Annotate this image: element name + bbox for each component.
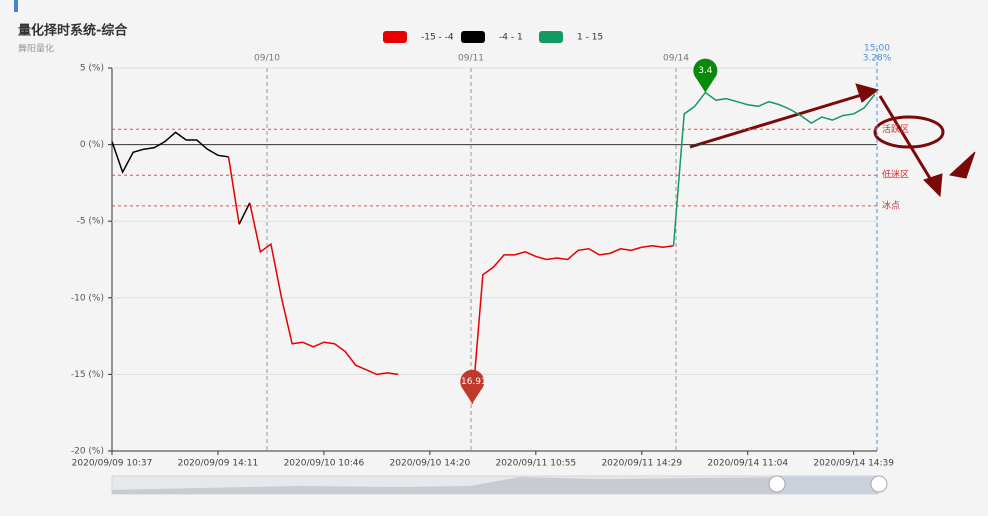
line-segment (227, 156, 240, 225)
pin (460, 369, 485, 404)
y-tick-label: -15 (%) (71, 370, 104, 380)
pin (693, 58, 718, 93)
x-tick-label: 2020/09/10 10:46 (284, 459, 365, 469)
line-segment (249, 202, 399, 376)
line-segment (111, 131, 229, 175)
legend-swatch (461, 31, 485, 43)
zoom-window[interactable] (780, 476, 878, 494)
day-label: 09/11 (458, 54, 484, 64)
mark-line-label: 活跃区 (882, 123, 909, 135)
y-tick-label: -10 (%) (71, 293, 104, 303)
end-label: 3.28% (863, 54, 892, 64)
legend-label: -4 - 1 (499, 33, 523, 43)
line-segment (672, 91, 876, 246)
legend-swatch (539, 31, 563, 43)
day-label: 09/10 (254, 54, 280, 64)
x-tick-label: 2020/09/10 14:20 (390, 459, 471, 469)
zoom-preview (112, 477, 878, 494)
x-tick-label: 2020/09/11 14:29 (601, 459, 682, 469)
chart-title: 量化择时系统-综合 (18, 23, 128, 39)
mark-line-label: 冰点 (882, 199, 900, 211)
mark-line-label: 低迷区 (882, 169, 909, 181)
line-segment (471, 244, 674, 404)
y-tick-label: 0 (%) (80, 140, 104, 150)
y-tick-label: 5 (%) (80, 64, 104, 74)
legend-swatch (383, 31, 407, 43)
accent-bar (14, 0, 18, 12)
chart-subtitle: 舞阳量化 (18, 43, 54, 55)
day-label: 09/14 (663, 54, 689, 64)
pin-label: 3.4 (698, 66, 713, 76)
x-tick-label: 2020/09/14 14:39 (813, 459, 894, 469)
pin-label: -16.91 (458, 377, 487, 387)
end-time: 15:00 (864, 44, 890, 54)
annotation (689, 83, 976, 198)
zoom-handle[interactable] (768, 475, 786, 493)
x-tick-label: 2020/09/09 14:11 (178, 459, 259, 469)
y-tick-label: -20 (%) (71, 447, 104, 457)
legend-label: 1 - 15 (577, 33, 603, 43)
x-tick-label: 2020/09/11 10:55 (495, 459, 576, 469)
zoom-handle[interactable] (870, 475, 888, 493)
x-tick-label: 2020/09/14 11:04 (707, 459, 788, 469)
x-tick-label: 2020/09/09 10:37 (72, 459, 153, 469)
legend-label: -15 - -4 (421, 33, 454, 43)
line-segment (238, 202, 251, 225)
y-tick-label: -5 (%) (77, 217, 104, 227)
